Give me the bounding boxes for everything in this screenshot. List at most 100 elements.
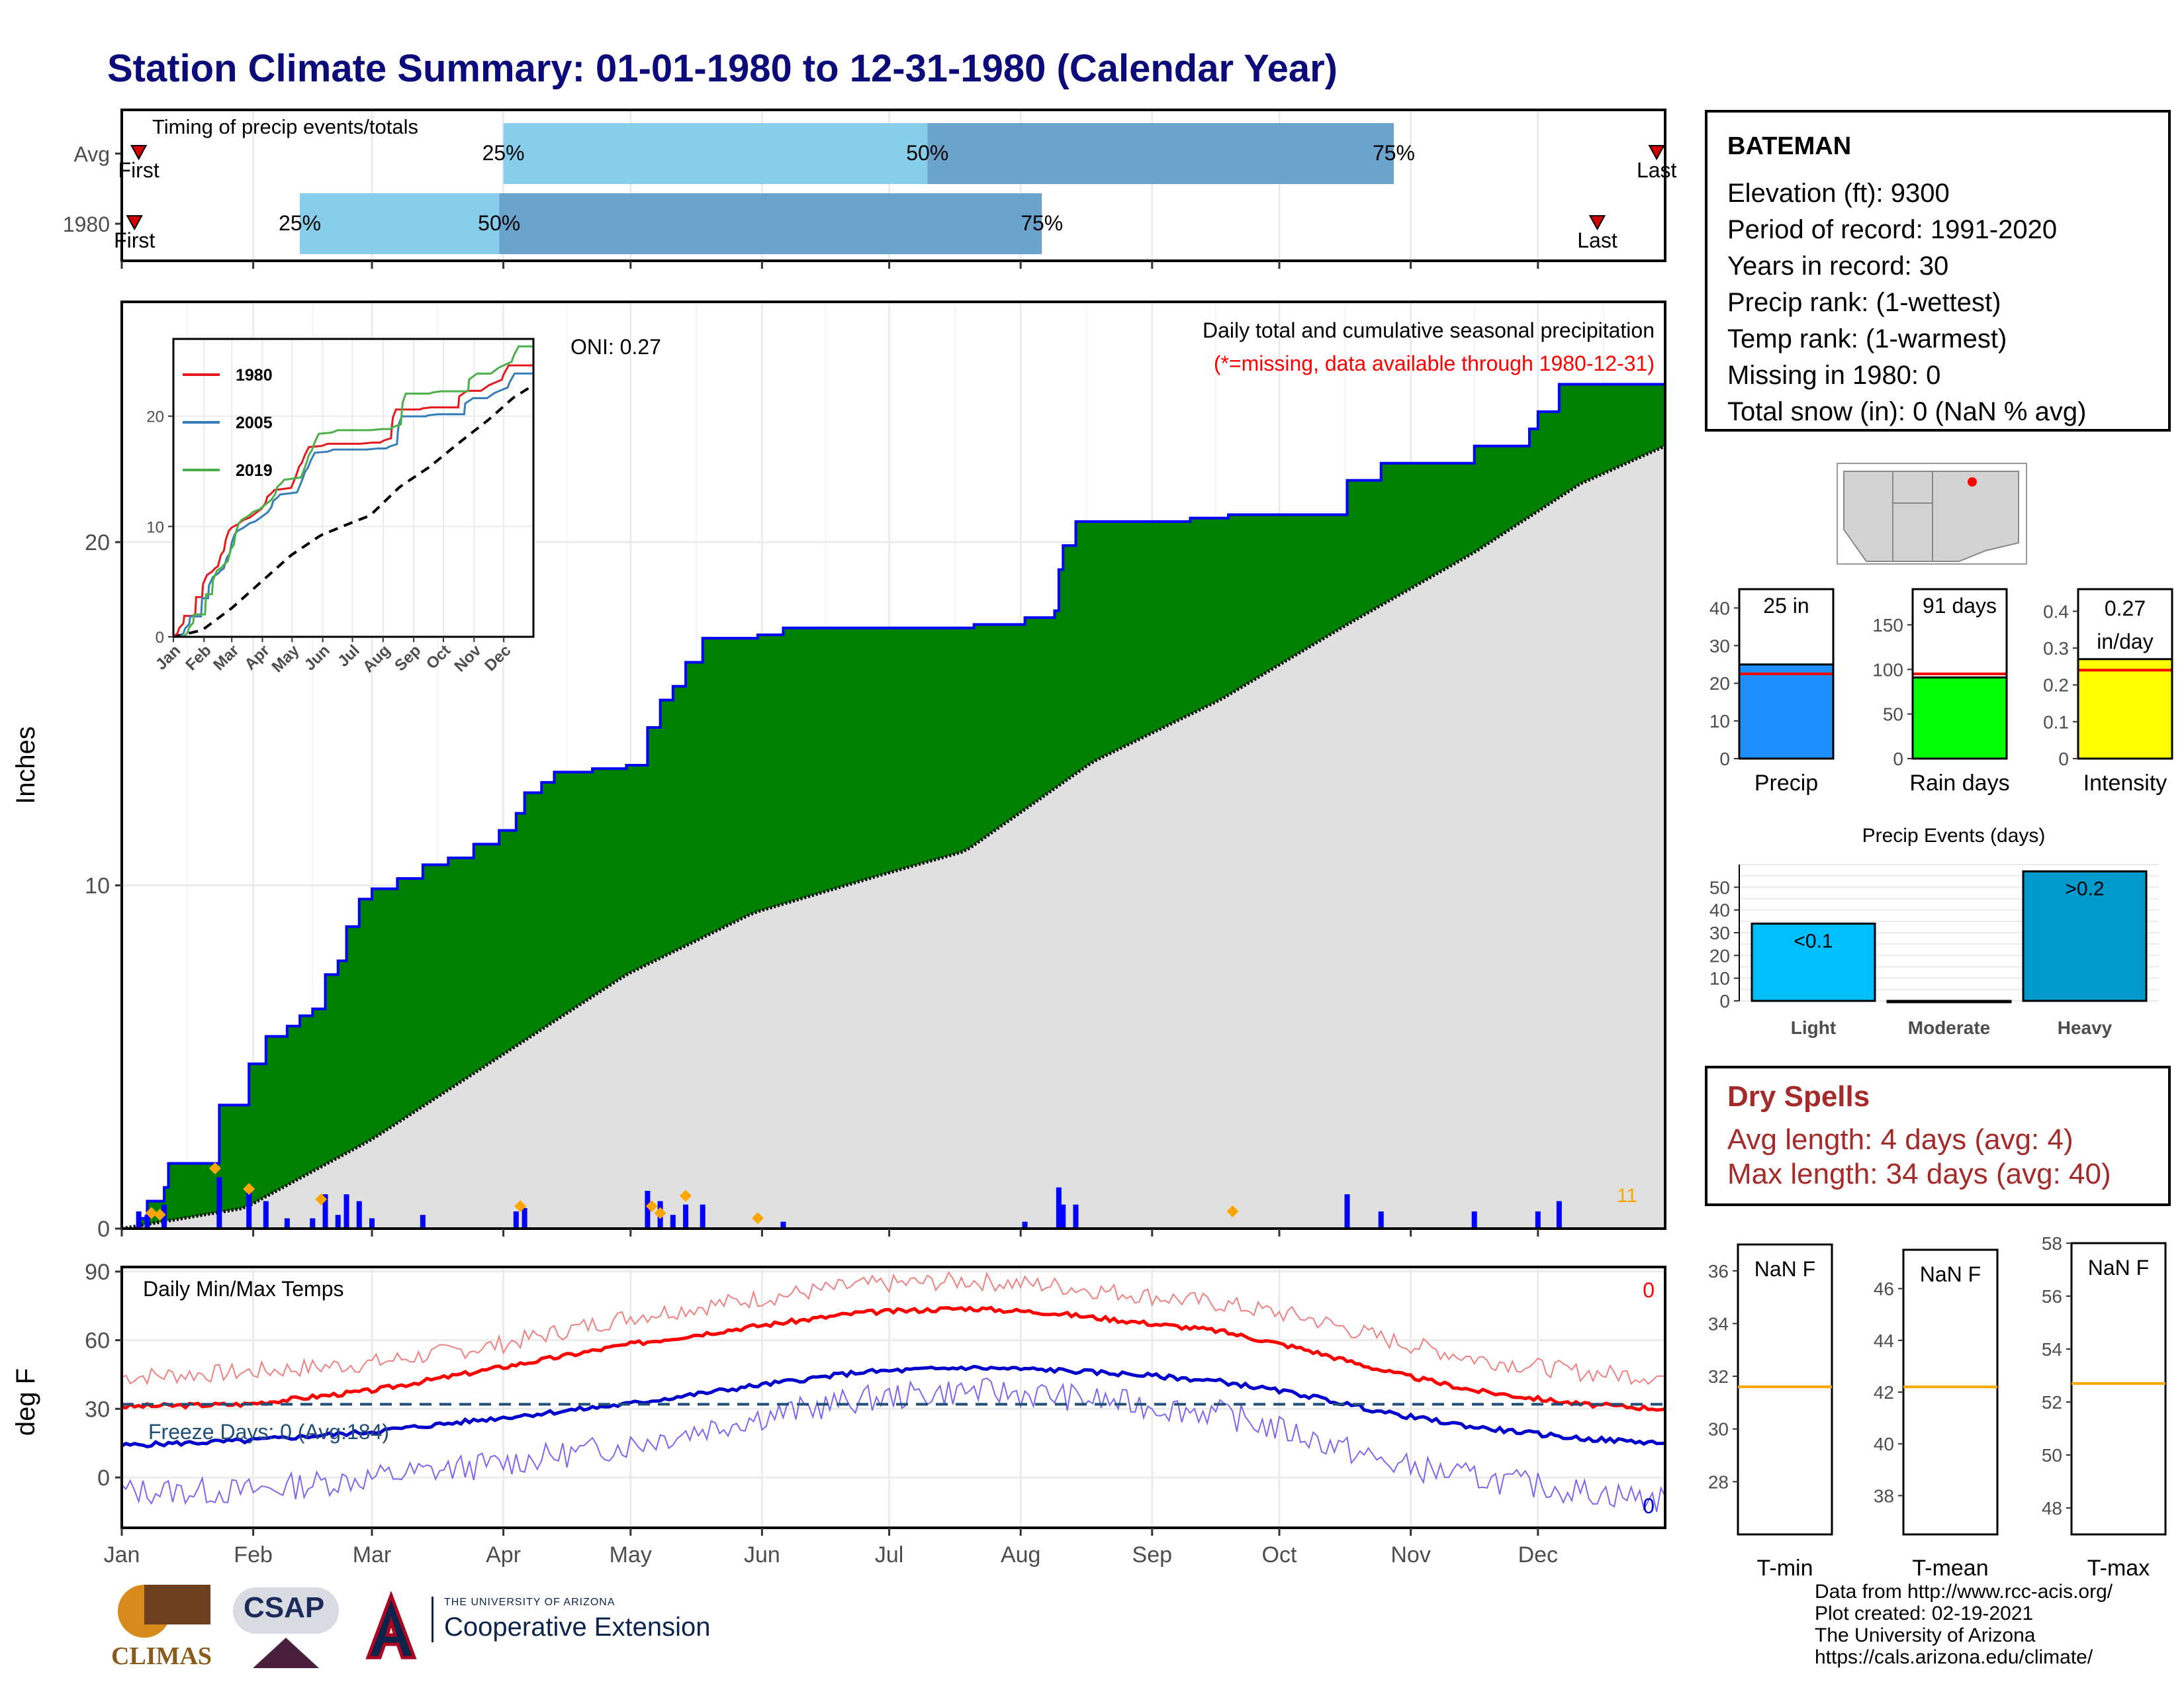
inset-xtick-label: Nov xyxy=(451,641,485,676)
month-tick-label: Sep xyxy=(1132,1542,1173,1568)
inset-xtick-label: Jul xyxy=(334,641,363,671)
last-event-marker xyxy=(1648,145,1665,161)
temp-panel-ytick-label: 52 xyxy=(2042,1392,2062,1413)
daily-precip-bar xyxy=(1535,1211,1541,1229)
event-bar xyxy=(2022,870,2148,1002)
station-info-line: Period of record: 1991-2020 xyxy=(1727,215,2058,244)
temp-frame xyxy=(120,1266,1666,1529)
temp-panel-value-label: NaN F xyxy=(2088,1256,2149,1280)
events-ytick-label: 20 xyxy=(1709,945,1730,966)
month-tick-label: May xyxy=(610,1542,652,1568)
timing-bar-late xyxy=(499,193,1042,254)
extreme-event-marker xyxy=(208,1162,221,1175)
daily-precip-bar xyxy=(513,1211,519,1229)
station-name: BATEMAN xyxy=(1727,132,1852,160)
tmax-count-label: 0 xyxy=(1643,1278,1655,1302)
daily-precip-bar xyxy=(246,1187,252,1229)
credit-line: The University of Arizona xyxy=(1815,1624,2036,1646)
total-value-label: 0.27 xyxy=(2105,596,2146,620)
daily-precip-bar xyxy=(284,1218,290,1229)
extreme-event-marker xyxy=(243,1183,255,1196)
total-ytick-label: 20 xyxy=(1709,673,1730,694)
events-ytick-label: 10 xyxy=(1709,968,1730,989)
station-location-dot xyxy=(1968,477,1977,487)
total-value-label: 25 in xyxy=(1763,594,1809,618)
record-max-line xyxy=(121,1271,1666,1385)
map-state-shape xyxy=(1892,502,1933,562)
station-info-line: Elevation (ft): 9300 xyxy=(1727,179,1950,208)
credit-line: https://cals.arizona.edu/climate/ xyxy=(1815,1646,2093,1668)
temp-panel-ytick-label: 40 xyxy=(1874,1434,1894,1454)
month-tick-label: Aug xyxy=(1001,1542,1041,1568)
dry-spells-heading: Dry Spells xyxy=(1727,1080,1870,1113)
temp-panel-frame xyxy=(1902,1248,1999,1536)
events-title: Precip Events (days) xyxy=(1862,825,2046,847)
normal-cumulative-area xyxy=(122,445,1665,1229)
event-bar-label: >0.2 xyxy=(2065,878,2104,900)
csap-cloud-icon xyxy=(233,1587,339,1634)
total-value-label: in/day xyxy=(2097,630,2153,653)
daily-precip-bar xyxy=(369,1218,375,1229)
total-ytick-label: 50 xyxy=(1883,704,1903,725)
daily-precip-bar xyxy=(1556,1201,1562,1229)
extreme-count-label: 11 xyxy=(1617,1185,1637,1207)
inset-background xyxy=(173,339,533,637)
station-info-line: Years in record: 30 xyxy=(1727,252,1949,281)
total-ytick-label: 150 xyxy=(1872,615,1903,635)
cum-title: Daily total and cumulative seasonal prec… xyxy=(1203,318,1655,342)
extreme-event-marker xyxy=(315,1193,328,1205)
dry-spells-max: Max length: 34 days (avg: 40) xyxy=(1727,1158,2111,1190)
temp-ytick-label: 90 xyxy=(85,1260,110,1285)
total-ytick-label: 0 xyxy=(2058,749,2069,769)
temp-panel-value-label: NaN F xyxy=(1754,1257,1815,1281)
csap-mountain-icon xyxy=(253,1638,319,1668)
extreme-event-marker xyxy=(654,1207,666,1219)
total-ytick-label: 10 xyxy=(1709,711,1730,731)
event-category-label: Light xyxy=(1791,1017,1836,1038)
events-ytick-label: 40 xyxy=(1709,900,1730,921)
daily-precip-bar xyxy=(216,1177,222,1229)
daily-precip-bar xyxy=(522,1207,527,1229)
timing-p75-label: 75% xyxy=(1373,141,1415,165)
inset-xtick-label: Dec xyxy=(481,641,514,675)
inset-xtick-label: Mar xyxy=(210,641,242,674)
temp-panel-ytick-label: 32 xyxy=(1708,1366,1729,1387)
daily-precip-bar xyxy=(1022,1221,1028,1229)
cumulative-line-1980 xyxy=(122,383,1665,1230)
temp-panel-name-label: T-mean xyxy=(1912,1556,1988,1581)
daily-precip-bar xyxy=(420,1215,426,1229)
timing-row-label: Avg xyxy=(73,142,110,166)
event-bar xyxy=(1751,922,1876,1002)
normal-cumulative-line xyxy=(121,444,1666,1231)
inset-xtick-label: Oct xyxy=(423,641,454,673)
inset-xtick-label: Apr xyxy=(241,641,273,673)
events-ytick-label: 0 xyxy=(1719,991,1730,1011)
temperature-chart: 0 30 60 90 Jan Feb Mar Apr May Jun Jul Aug Sep Oct Nov… xyxy=(11,1260,1666,1568)
timing-chart: Timing of precip events/totals 25% 50% 75% F… xyxy=(63,109,1677,269)
temp-panel-name-label: T-max xyxy=(2087,1556,2150,1581)
station-info-panel: BATEMAN Elevation (ft): 9300 Period of r… xyxy=(1705,110,2171,432)
credits: Data from http://www.rcc-acis.org/ Plot … xyxy=(1815,1581,2113,1668)
total-ytick-label: 0.3 xyxy=(2043,638,2069,659)
temp-panel-ytick-label: 54 xyxy=(2042,1339,2062,1360)
cum-ylabel: Inches xyxy=(11,726,40,804)
total-name-label: Intensity xyxy=(2083,771,2167,796)
ua-a-shape xyxy=(365,1590,417,1660)
credit-line: Plot created: 02-19-2021 xyxy=(1815,1603,2034,1624)
temp-panel-ytick-label: 38 xyxy=(1874,1485,1894,1506)
inset-legend-label: 2005 xyxy=(236,414,273,432)
oni-annotation: ONI: 0.27 xyxy=(570,335,661,359)
inset-frame xyxy=(172,338,535,638)
csap-logo-text: CSAP xyxy=(244,1591,325,1624)
daily-precip-bar xyxy=(356,1201,362,1229)
temp-panel-value-label: NaN F xyxy=(1920,1262,1981,1286)
temp-panel-ytick-label: 44 xyxy=(1874,1331,1894,1351)
timing-p50-label: 50% xyxy=(906,141,948,165)
total-bar xyxy=(1913,677,2007,759)
average-min-line xyxy=(120,1364,1666,1449)
inset-xtick-label: Sep xyxy=(391,641,424,675)
total-frame xyxy=(1911,588,2008,760)
first-event-marker xyxy=(130,145,148,161)
map-state-shape xyxy=(1843,471,1893,562)
cum-ytick-label: 0 xyxy=(97,1217,110,1242)
